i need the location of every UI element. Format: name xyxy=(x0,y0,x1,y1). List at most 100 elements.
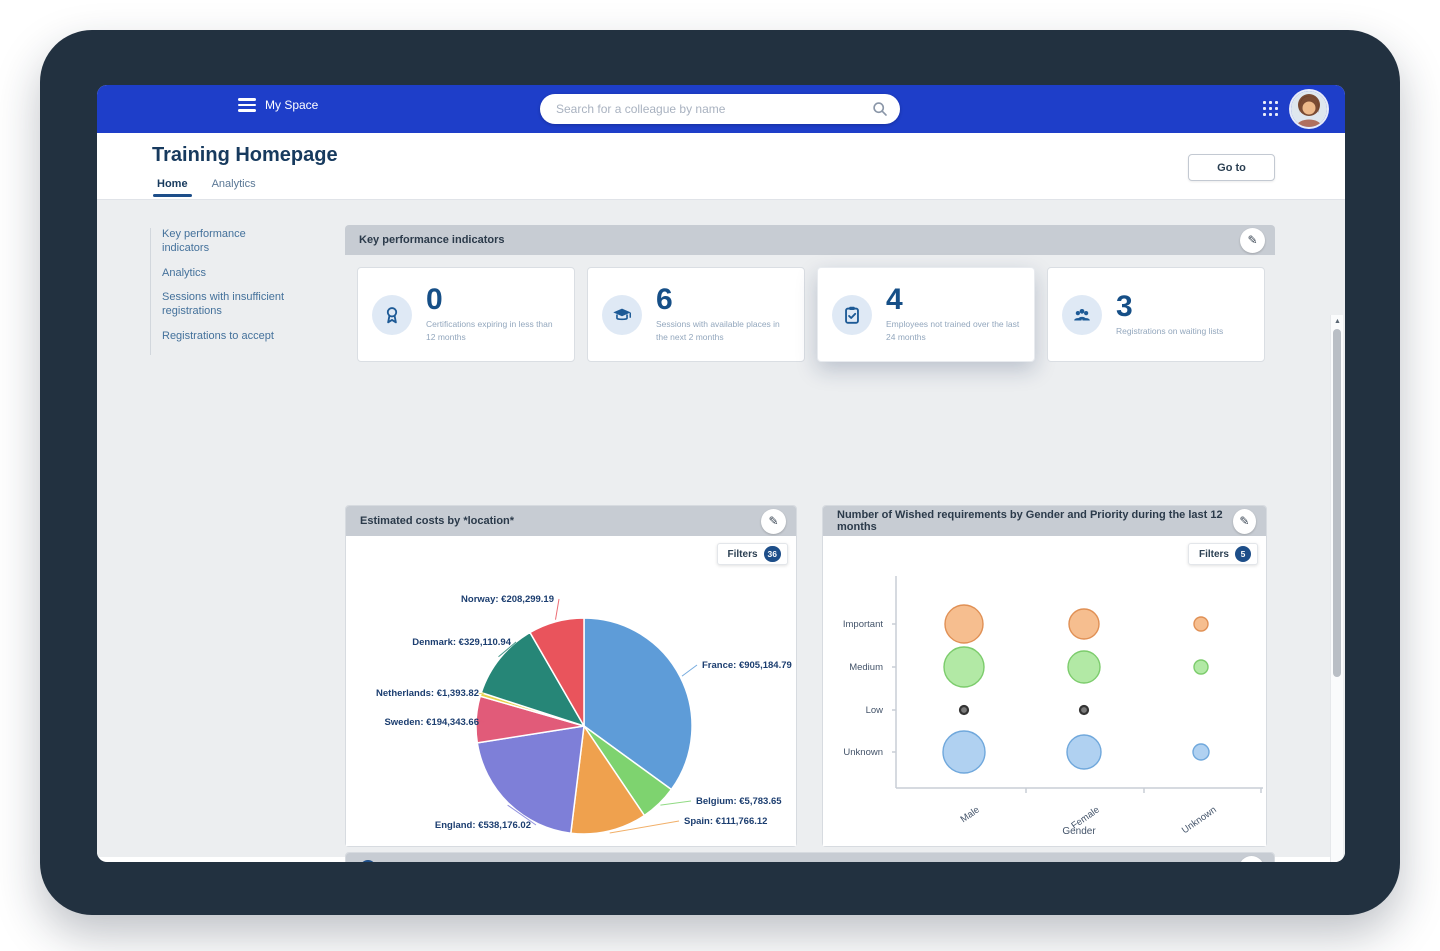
pencil-icon: ✎ xyxy=(1247,233,1258,247)
pie-slice-france[interactable] xyxy=(583,617,693,791)
y-label-low: Low xyxy=(866,705,884,716)
kpi-edit-button[interactable]: ✎ xyxy=(1240,227,1265,253)
kpi-card-certifications[interactable]: 0 Certifications expiring in less than 1… xyxy=(357,267,575,362)
pie-slice-norway[interactable] xyxy=(528,617,585,729)
costs-panel: Estimated costs by *location* ✎ Filters … xyxy=(345,505,797,847)
avatar-image xyxy=(1291,91,1327,127)
bubble-medium-unknown[interactable] xyxy=(1193,659,1209,675)
go-to-button[interactable]: Go to xyxy=(1188,154,1275,181)
pie-label-belgium: Belgium: €5,783.65 xyxy=(696,796,782,807)
costs-panel-header: Estimated costs by *location* ✎ xyxy=(346,506,796,536)
kpi-label: Registrations on waiting lists xyxy=(1116,325,1224,336)
costs-edit-button[interactable]: ✎ xyxy=(761,508,786,534)
kpi-section: Key performance indicators ✎ xyxy=(345,225,1275,255)
scrollbar-thumb[interactable] xyxy=(1333,329,1341,677)
pencil-icon: ✎ xyxy=(1246,861,1256,862)
sidebar-item-key-performance-indicators[interactable]: Key performance indicators xyxy=(162,228,246,254)
costs-pie-chart[interactable]: France: €905,184.79 Belgium: €5,783.65 Spa… xyxy=(346,536,796,846)
sessions-edit-button[interactable]: ✎ xyxy=(1239,855,1264,862)
filters-count-badge: 36 xyxy=(763,546,781,562)
apps-grid-icon[interactable] xyxy=(1263,101,1280,118)
bubble-unknown-unknown[interactable] xyxy=(1192,743,1210,761)
kpi-value: 0 xyxy=(426,283,443,317)
pie-leader-line xyxy=(498,641,517,658)
filters-label: Filters xyxy=(1198,548,1229,560)
graduation-cap-icon xyxy=(602,294,642,335)
filters-count-badge: 5 xyxy=(1235,546,1251,562)
sidebar-item-registrations-accept[interactable]: Registrations to accept xyxy=(162,329,274,342)
y-label-important: Important xyxy=(843,619,883,630)
wishes-panel: Number of Wished requirements by Gender … xyxy=(822,505,1267,847)
wishes-panel-header: Number of Wished requirements by Gender … xyxy=(823,506,1266,536)
pie-label-norway: Norway: €208,299.19 xyxy=(461,594,554,605)
kpi-label: Certifications expiring in less than 12 … xyxy=(426,319,553,342)
kpi-card-sessions[interactable]: 6 Sessions with available places in the … xyxy=(587,267,805,362)
wishes-panel-title: Number of Wished requirements by Gender … xyxy=(837,509,1223,533)
sessions-table-panel: 5 Sessions with an insufficient number o… xyxy=(345,852,1275,862)
award-icon xyxy=(372,294,412,335)
pencil-icon: ✎ xyxy=(768,514,779,528)
pencil-icon: ✎ xyxy=(1239,514,1250,528)
clipboard-check-icon xyxy=(832,294,872,335)
pie-leader-line xyxy=(507,804,537,826)
wishes-filters-button[interactable]: Filters 5 xyxy=(1187,543,1258,565)
pie-label-england: England: €538,176.02 xyxy=(435,820,531,831)
kpi-section-header: Key performance indicators ✎ xyxy=(345,225,1275,255)
tab-analytics[interactable]: Analytics xyxy=(211,178,256,190)
pie-slice-england[interactable] xyxy=(476,725,585,835)
bubble-important-male[interactable] xyxy=(944,604,984,644)
my-space-menu[interactable]: My Space xyxy=(238,98,318,112)
tab-home[interactable]: Home xyxy=(153,178,192,197)
hamburger-menu-icon[interactable] xyxy=(238,98,256,112)
costs-panel-body: Filters 36 France: €905,184.79 Belgium: €… xyxy=(346,536,796,846)
filters-label: Filters xyxy=(727,548,758,560)
kpi-label: Employees not trained over the last 24 m… xyxy=(886,319,1020,342)
kpi-value: 4 xyxy=(886,283,903,317)
bubble-unknown-female[interactable] xyxy=(1066,734,1102,770)
user-avatar[interactable] xyxy=(1291,91,1327,127)
bubble-medium-male[interactable] xyxy=(943,646,985,688)
scroll-up-arrow[interactable]: ▲ xyxy=(1334,318,1341,325)
x-label-male: Male xyxy=(959,804,982,825)
kpi-card-waiting-lists[interactable]: 3 Registrations on waiting lists xyxy=(1047,267,1265,362)
pie-label-france: France: €905,184.79 xyxy=(702,660,792,671)
bubble-important-female[interactable] xyxy=(1068,608,1100,640)
costs-filters-button[interactable]: Filters 36 xyxy=(716,543,788,565)
vertical-scrollbar[interactable]: ▲ ▼ xyxy=(1330,315,1343,862)
kpi-section-title: Key performance indicators xyxy=(359,234,505,246)
wishes-edit-button[interactable]: ✎ xyxy=(1232,508,1256,534)
pie-leader-line xyxy=(555,598,560,620)
page-title: Training Homepage xyxy=(152,144,338,166)
pie-leader-line xyxy=(681,664,698,677)
wishes-panel-body: Filters 5 Important Medium Low Unknown Male F… xyxy=(823,536,1266,846)
topbar: My Space xyxy=(97,85,1345,133)
y-label-unknown: Unknown xyxy=(843,747,883,758)
tab-bar: Home Analytics xyxy=(153,178,256,197)
sidebar-item-analytics[interactable]: Analytics xyxy=(162,266,207,279)
kpi-card-employees-not-trained[interactable]: 4 Employees not trained over the last 24… xyxy=(817,267,1035,362)
bubble-medium-female[interactable] xyxy=(1067,650,1101,684)
colleague-search xyxy=(540,94,900,124)
device-frame: My Space xyxy=(40,30,1400,915)
pie-leader-line xyxy=(609,820,680,834)
bubble-low-male[interactable] xyxy=(958,704,970,716)
y-label-medium: Medium xyxy=(849,662,883,673)
bubble-unknown-male[interactable] xyxy=(942,730,986,774)
kpi-label: Sessions with available places in the ne… xyxy=(656,319,780,342)
bubble-important-unknown[interactable] xyxy=(1193,616,1209,632)
side-navigation: Key performance indicators Analytics Ses… xyxy=(150,228,335,355)
pie-slice-spain[interactable] xyxy=(569,723,646,835)
pie-label-denmark: Denmark: €329,110.94 xyxy=(412,637,511,648)
sessions-table-header: 5 Sessions with an insufficient number o… xyxy=(346,853,1274,862)
pie-slice-denmark[interactable] xyxy=(480,631,586,728)
costs-panel-title: Estimated costs by *location* xyxy=(360,515,515,527)
pie-label-spain: Spain: €111,766.12 xyxy=(684,816,767,827)
search-input[interactable] xyxy=(556,102,872,116)
x-axis-title: Gender xyxy=(1062,826,1096,837)
search-icon[interactable] xyxy=(872,101,888,117)
bubble-low-female[interactable] xyxy=(1078,704,1090,716)
kpi-cards-row: 0 Certifications expiring in less than 1… xyxy=(357,267,1265,362)
sidebar-item-sessions-insufficient[interactable]: Sessions with insufficient registrations xyxy=(162,291,285,317)
